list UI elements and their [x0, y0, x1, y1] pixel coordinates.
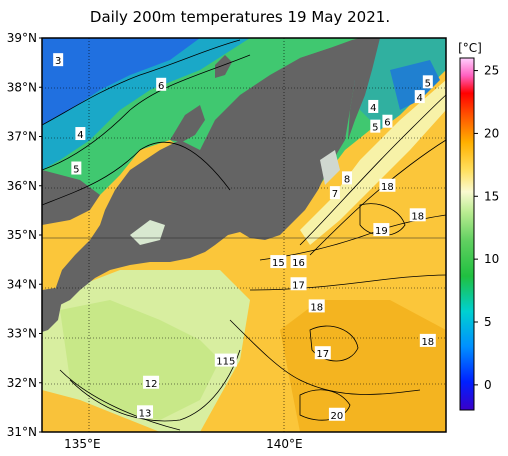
northeast-coldest-region	[390, 60, 440, 110]
contour-label-background	[137, 405, 154, 419]
contour-label: 4	[417, 93, 423, 104]
latitude-label: 35°N	[7, 228, 37, 242]
contour-label-background	[290, 255, 307, 269]
contour-label: 12	[145, 379, 158, 390]
contour-label: 15	[272, 258, 285, 269]
latitude-label: 33°N	[7, 327, 37, 341]
contour-label: 8	[344, 174, 350, 185]
contour-label-background	[382, 114, 393, 128]
contour-label: 6	[384, 118, 390, 129]
contour-label: 17	[292, 280, 305, 291]
latitude-label: 39°N	[7, 31, 37, 45]
contour-label-background	[370, 119, 381, 133]
graticule	[42, 38, 446, 432]
contour-label: 7	[332, 189, 338, 200]
contour-label: 115	[216, 357, 235, 368]
southwest-warm-region	[42, 390, 160, 432]
contour-label-background	[75, 127, 86, 141]
contour-label: 3	[55, 56, 61, 67]
contour-label-background	[314, 346, 331, 360]
map-title: Daily 200m temperatures 19 May 2021.	[89, 8, 391, 26]
contour-label: 4	[77, 130, 83, 141]
latitude-label: 31°N	[7, 425, 37, 439]
contour-label-background	[290, 277, 307, 291]
coastal-shelf-1	[130, 220, 165, 245]
cool-eddy-region	[60, 300, 220, 420]
contour-label-background	[308, 299, 325, 313]
contour-label: 6	[158, 81, 164, 92]
contour-label-background	[53, 53, 64, 67]
longitude-labels: 135°E 140°E	[64, 437, 303, 451]
colorbar-tick-label: 15	[484, 189, 499, 203]
colorbar-tick-label: 20	[484, 126, 499, 140]
colorbar-ticks: 25 20 15 10 5 0	[474, 64, 499, 392]
colorbar-tick-label: 10	[484, 252, 499, 266]
contour-label: 18	[411, 211, 424, 222]
contour-label: 16	[292, 258, 305, 269]
latitude-label: 37°N	[7, 130, 37, 144]
kuroshio-warm-region	[280, 300, 446, 432]
contour-label-background	[419, 333, 436, 347]
contour-label: 5	[73, 165, 79, 176]
contour-label: 20	[331, 411, 344, 422]
latitude-label: 38°N	[7, 80, 37, 94]
land-noto	[170, 105, 205, 142]
map-plot-area	[42, 38, 446, 432]
contour-label: 4	[370, 103, 376, 114]
contour-label-background	[409, 208, 426, 222]
contour-label-background	[368, 99, 379, 113]
longitude-label: 135°E	[64, 437, 101, 451]
colorbar-tick-label: 25	[484, 64, 499, 78]
colorbar-scale	[459, 57, 475, 411]
contour-label-background	[329, 186, 340, 200]
land-honshu	[55, 44, 355, 305]
contour-label-background	[414, 90, 425, 104]
contour-label: 5	[425, 78, 431, 89]
contour-label-background	[214, 353, 237, 367]
contour-label-background	[373, 223, 390, 237]
contour-label-background	[143, 375, 160, 389]
contour-label-background	[156, 77, 167, 91]
latitude-label: 32°N	[7, 376, 37, 390]
contour-label-background	[342, 171, 353, 185]
colorbar-unit: [°C]	[458, 41, 482, 55]
latitude-label: 36°N	[7, 179, 37, 193]
contour-label: 18	[421, 337, 434, 348]
contour-label-background	[270, 255, 287, 269]
contour-label: 18	[381, 182, 394, 193]
contour-label-background	[328, 407, 345, 421]
frontal-band	[300, 80, 446, 245]
contour-label-background	[71, 161, 82, 175]
contour-label: 19	[375, 226, 388, 237]
contour-label-background	[379, 178, 396, 192]
latitude-labels: 39°N 38°N 37°N 36°N 35°N 34°N 33°N 32°N 31°N	[7, 31, 42, 439]
coastal-shelf-2	[320, 150, 340, 185]
latitude-label: 34°N	[7, 277, 37, 291]
land-southwest	[42, 288, 62, 332]
land-sado	[215, 55, 232, 78]
land-west	[42, 170, 100, 225]
contour-label: 13	[139, 408, 152, 419]
contour-label: 5	[372, 123, 378, 134]
colorbar-tick-label: 5	[484, 315, 492, 329]
contour-label: 18	[310, 302, 323, 313]
land-tohoku	[300, 38, 380, 140]
colorbar-tick-label: 0	[484, 378, 492, 392]
contour-label-background	[422, 75, 433, 89]
colorbar: [°C] 25 20 15 10 5 0	[458, 41, 499, 411]
japan-sea-coldest-region	[42, 38, 200, 125]
contour-label: 17	[316, 349, 329, 360]
longitude-label: 140°E	[266, 437, 303, 451]
